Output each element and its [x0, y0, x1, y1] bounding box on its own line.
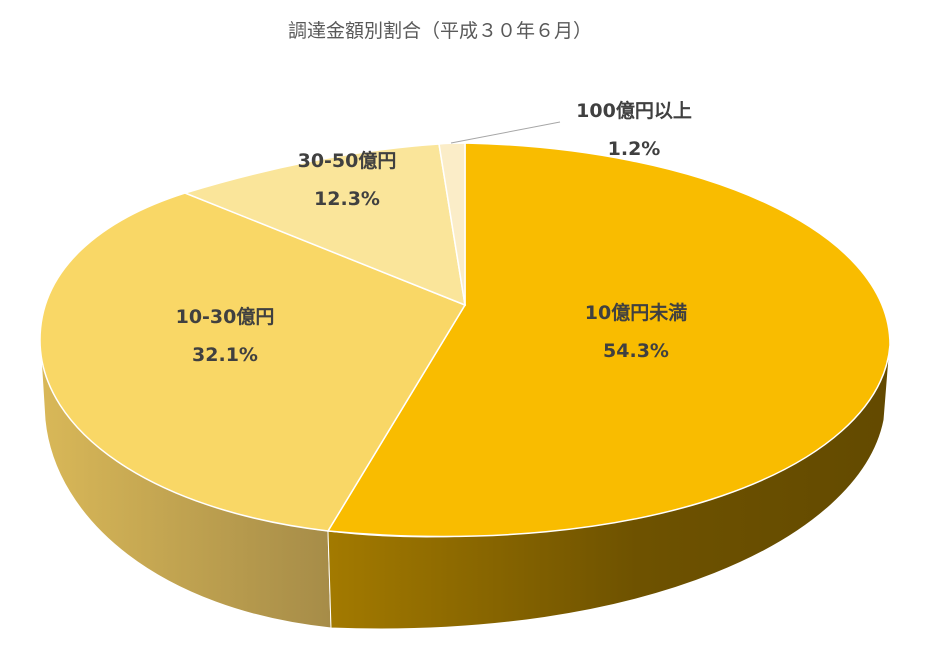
- data-label-30-50: 30-50億円 12.3%: [297, 150, 397, 210]
- slice-10-30: [39, 192, 467, 532]
- data-label-100-plus: 100億円以上 1.2%: [576, 100, 692, 160]
- chart-title: 調達金額別割合（平成３０年６月）: [287, 20, 592, 42]
- leader-line: [450, 121, 561, 144]
- slice-under-10: [326, 142, 891, 538]
- data-label-under-10: 10億円未満 54.3%: [584, 302, 688, 362]
- slice-30-50: [182, 143, 466, 307]
- data-label-10-30: 10-30億円 32.1%: [175, 306, 275, 366]
